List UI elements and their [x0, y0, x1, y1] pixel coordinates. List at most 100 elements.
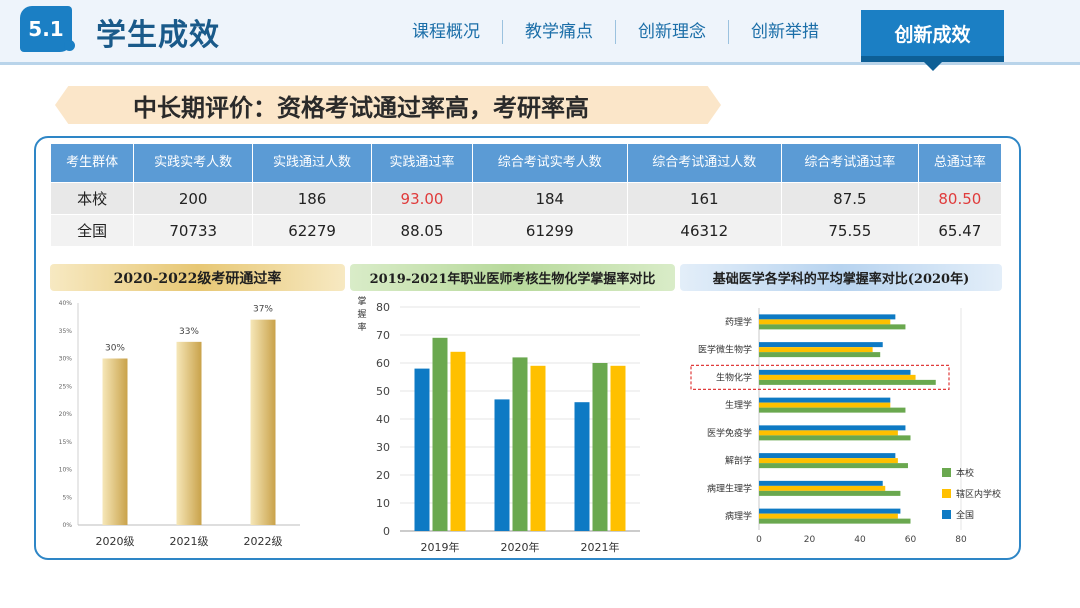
table-header: 实践通过人数 [253, 144, 371, 182]
x-tick-label: 60 [905, 535, 917, 545]
table-header: 综合考试实考人数 [473, 144, 627, 182]
data-label: 37% [253, 305, 273, 315]
table-cell: 70733 [134, 215, 253, 246]
y-tick-label: 70 [376, 329, 390, 342]
data-label: 33% [179, 327, 199, 337]
bar [759, 402, 891, 408]
bar [250, 319, 276, 525]
banner-text: 中长期评价：资格考试通过率高，考研率高 [133, 92, 589, 122]
x-tick-label: 2020级 [96, 535, 135, 548]
legend-swatch [942, 489, 951, 498]
x-tick-label: 2019年 [421, 540, 460, 554]
table-header: 综合考试通过人数 [627, 144, 782, 182]
legend-label: 辖区内学校 [956, 488, 1001, 500]
table-header: 总通过率 [918, 144, 1001, 182]
section-number-badge: 5.1 [20, 6, 72, 52]
y-tick-label: 解剖学 [725, 455, 752, 467]
y-tick-label: 医学免疫学 [707, 427, 752, 439]
y-tick-label: 10 [376, 497, 390, 510]
table-cell: 65.47 [918, 215, 1001, 246]
top-nav: 课程概况 教学痛点 创新理念 创新举措 [390, 20, 841, 44]
y-tick-label: 15% [59, 439, 73, 446]
pass-rate-table: 考生群体 实践实考人数 实践通过人数 实践通过率 综合考试实考人数 综合考试通过… [50, 143, 1002, 247]
bar [759, 369, 911, 375]
y-axis-label-char: 掌 [357, 296, 366, 307]
y-tick-label: 35% [59, 328, 73, 335]
nav-item-overview[interactable]: 课程概况 [390, 20, 503, 44]
bar [759, 319, 891, 325]
table-cell: 本校 [51, 183, 134, 214]
table-header: 考生群体 [51, 144, 134, 182]
table-row: 本校 200 186 93.00 184 161 87.5 80.50 [51, 183, 1001, 214]
tab-outcomes-active[interactable]: 创新成效 [861, 10, 1004, 56]
bar [494, 399, 510, 531]
table-cell: 87.5 [782, 183, 918, 214]
y-tick-label: 25% [59, 383, 73, 390]
y-tick-label: 20% [59, 411, 73, 418]
bar [759, 352, 881, 358]
nav-item-concept[interactable]: 创新理念 [616, 20, 729, 44]
bar [432, 337, 448, 531]
bar [759, 379, 936, 385]
bar [414, 368, 430, 531]
y-tick-label: 30 [376, 441, 390, 454]
y-tick-label: 病理学 [725, 510, 752, 522]
chart3-title: 基础医学各学科的平均掌握率对比(2020年) [680, 264, 1002, 291]
bar [759, 453, 896, 459]
bar [759, 374, 916, 380]
x-tick-label: 20 [804, 535, 816, 545]
bar [759, 430, 898, 436]
nav-item-measures[interactable]: 创新举措 [751, 22, 819, 42]
active-tab-arrow-icon [924, 62, 942, 71]
y-tick-label: 0% [62, 522, 72, 529]
table-header-row: 考生群体 实践实考人数 实践通过人数 实践通过率 综合考试实考人数 综合考试通过… [51, 144, 1001, 182]
table-cell: 184 [473, 183, 627, 214]
y-tick-label: 40% [59, 300, 73, 307]
chart3-subject-mastery: 0 20 40 60 80 药理学医学微生物学生物化学生理学医学免疫学解剖学病理生理学病理… [690, 308, 1001, 545]
y-tick-label: 20 [376, 469, 390, 482]
x-tick-label: 0 [756, 535, 762, 545]
y-tick-label: 药理学 [725, 316, 752, 328]
x-tick-label: 2022级 [244, 535, 283, 548]
table-cell: 186 [253, 183, 371, 214]
bar [610, 365, 626, 531]
bar [176, 341, 202, 525]
y-tick-label: 5% [62, 494, 72, 501]
nav-item-pain-points[interactable]: 教学痛点 [503, 20, 616, 44]
bar [759, 425, 906, 431]
table-header: 实践实考人数 [134, 144, 253, 182]
bar [530, 365, 546, 531]
legend-swatch [942, 468, 951, 477]
bar [759, 485, 886, 491]
active-tab-underline [861, 56, 1004, 62]
table-header: 实践通过率 [371, 144, 473, 182]
legend-swatch [942, 510, 951, 519]
legend-label: 本校 [956, 467, 974, 479]
bar [759, 480, 883, 486]
table-header: 综合考试通过率 [782, 144, 918, 182]
bar [759, 342, 883, 348]
page-title: 学生成效 [96, 18, 220, 53]
bar [512, 357, 528, 531]
bar [759, 458, 898, 464]
bar [759, 324, 906, 330]
table-row: 全国 70733 62279 88.05 61299 46312 75.55 6… [51, 215, 1001, 246]
table-cell: 75.55 [782, 215, 918, 246]
y-tick-label: 生物化学 [716, 371, 752, 383]
y-tick-label: 80 [376, 301, 390, 314]
x-tick-label: 2021级 [170, 535, 209, 548]
table-cell-highlight: 80.50 [918, 183, 1001, 214]
table-cell: 62279 [253, 215, 371, 246]
y-tick-label: 医学微生物学 [698, 344, 752, 356]
bar [759, 397, 891, 403]
bar [574, 402, 590, 531]
y-tick-label: 0 [383, 525, 390, 538]
bar [759, 463, 908, 469]
data-label: 30% [105, 344, 125, 354]
bar [759, 314, 896, 320]
y-axis-label-char: 握 [357, 308, 366, 320]
y-axis-label-char: 率 [357, 321, 366, 333]
bar [102, 358, 128, 525]
highlight-box [690, 364, 950, 390]
y-tick-label: 60 [376, 357, 390, 370]
